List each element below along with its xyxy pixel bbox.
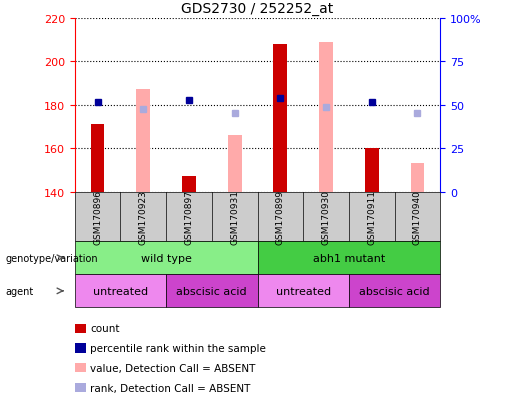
Text: agent: agent <box>5 286 33 296</box>
Text: GSM170940: GSM170940 <box>413 190 422 244</box>
Bar <box>91 125 105 192</box>
Text: value, Detection Call = ABSENT: value, Detection Call = ABSENT <box>90 363 255 373</box>
Text: GSM170897: GSM170897 <box>184 190 194 244</box>
Text: GSM170923: GSM170923 <box>139 190 148 244</box>
Text: GSM170899: GSM170899 <box>276 190 285 244</box>
Bar <box>182 177 196 192</box>
Bar <box>273 45 287 192</box>
Bar <box>228 135 242 192</box>
Bar <box>319 43 333 192</box>
Text: GSM170931: GSM170931 <box>230 190 239 244</box>
Text: wild type: wild type <box>141 253 192 263</box>
Text: percentile rank within the sample: percentile rank within the sample <box>90 343 266 353</box>
Text: untreated: untreated <box>93 286 148 296</box>
Title: GDS2730 / 252252_at: GDS2730 / 252252_at <box>181 2 334 16</box>
Text: genotype/variation: genotype/variation <box>5 253 98 263</box>
Text: abscisic acid: abscisic acid <box>359 286 430 296</box>
Bar <box>365 149 379 192</box>
Text: untreated: untreated <box>276 286 331 296</box>
Text: count: count <box>90 323 119 333</box>
Text: GSM170930: GSM170930 <box>321 190 331 244</box>
Bar <box>136 90 150 192</box>
Bar <box>410 164 424 192</box>
Text: abscisic acid: abscisic acid <box>177 286 247 296</box>
Text: GSM170911: GSM170911 <box>367 190 376 244</box>
Text: rank, Detection Call = ABSENT: rank, Detection Call = ABSENT <box>90 383 250 393</box>
Text: GSM170896: GSM170896 <box>93 190 102 244</box>
Text: abh1 mutant: abh1 mutant <box>313 253 385 263</box>
